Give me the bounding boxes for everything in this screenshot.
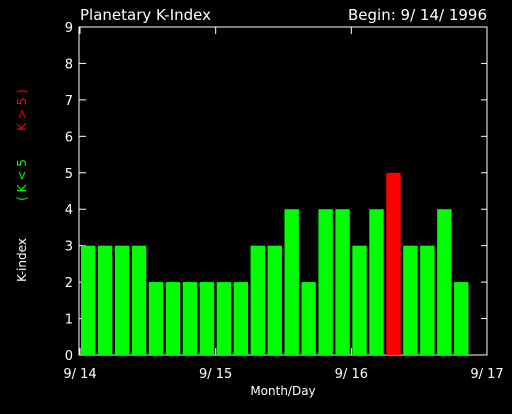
k-index-bar: [301, 282, 316, 355]
k-index-bar: [199, 282, 215, 355]
k-index-bar: [182, 282, 198, 355]
k-index-bar: [97, 245, 113, 355]
y-axis-label: K-index: [15, 238, 29, 282]
y-legend-storm: K > 5 ): [15, 89, 29, 131]
k-index-bar: [284, 209, 299, 355]
k-index-bar: [386, 172, 401, 355]
x-tick-label: 9/ 15: [199, 367, 232, 382]
x-tick-label: 9/ 16: [335, 367, 368, 382]
k-index-bar: [131, 245, 147, 355]
k-index-bar: [233, 282, 249, 355]
x-axis: 9/ 14 9/ 15 9/ 16 9/ 17: [63, 27, 504, 382]
plot-frame: [78, 26, 488, 356]
k-index-bar: [114, 245, 130, 355]
x-axis-label: Month/Day: [250, 384, 315, 398]
k-index-bar: [369, 209, 384, 355]
k-index-bar: [81, 245, 96, 355]
k-index-bar: [216, 282, 232, 355]
y-tick-label: 3: [65, 240, 73, 255]
chart-title: Planetary K-Index: [80, 6, 211, 24]
k-index-bar: [352, 245, 367, 355]
chart-begin-date: Begin: 9/ 14/ 1996: [348, 6, 487, 24]
x-tick-label: 9/ 17: [470, 367, 503, 382]
k-index-bar: [335, 209, 350, 355]
y-tick-label: 8: [65, 57, 73, 72]
y-tick-label: 7: [65, 94, 73, 109]
y-tick-label: 6: [65, 130, 73, 145]
k-index-bar: [318, 209, 333, 355]
y-tick-label: 4: [65, 203, 73, 218]
y-axis: 0 1 2 3 4 5 6 7 8 9: [65, 21, 487, 364]
k-index-bar: [403, 245, 418, 355]
k-index-bar: [165, 282, 181, 355]
bars: [81, 172, 469, 355]
k-index-bar: [267, 245, 282, 355]
y-tick-label: 0: [65, 349, 73, 364]
y-tick-label: 2: [65, 276, 73, 291]
y-tick-label: 9: [65, 21, 73, 36]
x-tick-label: 9/ 14: [63, 367, 96, 382]
y-legend-quiet: ( K < 5: [15, 159, 29, 201]
k-index-bar: [250, 245, 265, 355]
k-index-bar: [437, 209, 452, 355]
k-index-bar: [148, 282, 164, 355]
k-index-bar: [420, 245, 435, 355]
y-tick-label: 1: [65, 313, 73, 328]
y-tick-label: 5: [65, 167, 73, 182]
k-index-bar: [454, 282, 469, 355]
